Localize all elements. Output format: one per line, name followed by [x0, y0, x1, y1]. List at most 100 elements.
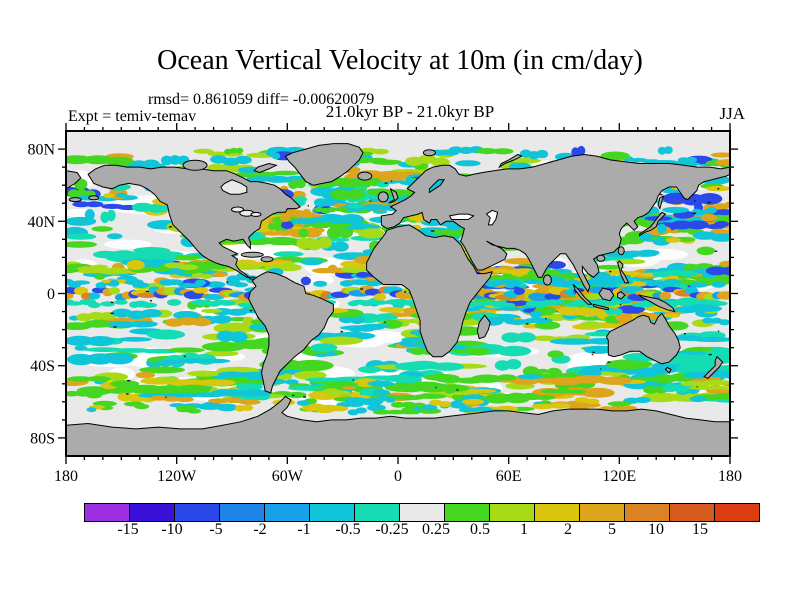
speck — [696, 386, 698, 388]
contour-blob — [466, 347, 491, 356]
contour-blob — [367, 404, 386, 412]
black-sea — [448, 213, 475, 220]
contour-blob — [536, 395, 556, 400]
speck — [456, 389, 459, 391]
colorbar-tick-label: -0.25 — [375, 521, 409, 538]
contour-blob — [118, 336, 152, 342]
x-axis-label: 0 — [394, 468, 402, 485]
speck — [591, 353, 594, 356]
contour-blob — [524, 317, 553, 324]
contour-blob — [87, 311, 105, 320]
landmass — [366, 224, 493, 358]
landmass — [284, 143, 364, 186]
contour-blob — [536, 149, 549, 159]
caspian-sea — [485, 209, 499, 226]
speck — [249, 309, 253, 312]
contour-blob — [86, 353, 115, 365]
contour-blob — [727, 153, 730, 157]
y-axis-label: 40S — [30, 358, 55, 375]
speck — [183, 355, 186, 358]
contour-blob — [366, 157, 388, 164]
colorbar-cell — [219, 503, 265, 522]
equator-blob — [478, 300, 495, 306]
colorbar-cell — [579, 503, 625, 522]
contour-blob — [617, 305, 645, 314]
contour-blob — [409, 347, 426, 355]
contour-blob — [175, 405, 197, 411]
speck — [714, 250, 718, 252]
contour-blob — [503, 393, 531, 404]
contour-blob — [105, 353, 134, 365]
contour-blob — [689, 396, 707, 403]
contour-blob — [134, 403, 150, 410]
contour-blob — [280, 213, 291, 222]
contour-blob — [229, 331, 248, 343]
contour-blob — [371, 148, 389, 155]
contour-blob — [585, 398, 600, 405]
contour-blob — [293, 370, 327, 380]
contour-blob — [334, 207, 348, 212]
landmass — [572, 284, 593, 305]
contour-blob — [430, 362, 464, 371]
colorbar-tick-label: -1 — [297, 521, 311, 538]
axis-ticks — [58, 123, 738, 464]
colorbar-cell — [444, 503, 490, 522]
contour-blob — [238, 399, 261, 405]
island — [596, 254, 606, 262]
contour-blob — [516, 374, 544, 380]
contour-blob — [638, 249, 660, 256]
contour-blob — [358, 366, 382, 373]
contour-blob — [319, 336, 363, 345]
contour-blob — [687, 346, 713, 352]
contour-blob — [271, 170, 301, 176]
speck — [435, 386, 437, 389]
x-axis-label: 180 — [54, 468, 78, 485]
contour-blob — [128, 320, 158, 328]
contour-blob — [735, 219, 761, 226]
contour-blob — [712, 386, 730, 391]
contour-blob — [745, 152, 769, 157]
contour-blob — [193, 268, 210, 273]
contour-blob — [600, 151, 630, 161]
equator-blob — [528, 292, 551, 302]
contour-blob — [385, 397, 396, 403]
contour-blob — [167, 347, 205, 353]
contour-blob — [235, 147, 244, 154]
equator-blob — [95, 282, 107, 289]
contour-blob — [607, 401, 632, 407]
contour-blob — [547, 261, 566, 269]
contour-blob — [178, 264, 199, 271]
contour-blob — [372, 409, 393, 415]
island — [240, 251, 264, 258]
contour-blob — [403, 307, 418, 315]
inland-seas — [220, 179, 499, 226]
white-patch — [305, 274, 335, 286]
contour-blob — [242, 404, 253, 412]
contour-blob — [298, 228, 309, 238]
x-axis-label: 180 — [718, 468, 742, 485]
speck — [384, 321, 386, 323]
equator-blob — [109, 279, 120, 287]
contour-blob — [85, 336, 116, 347]
speck — [607, 361, 611, 363]
contour-blob — [736, 264, 757, 273]
contour-blob — [709, 233, 730, 242]
speck — [384, 182, 388, 184]
contour-blob — [697, 193, 723, 205]
equator-blob — [564, 279, 581, 286]
contour-blob — [702, 317, 714, 324]
landmass — [380, 153, 730, 293]
contour-blob — [110, 380, 140, 388]
contour-blob — [705, 266, 728, 276]
speck — [126, 393, 129, 395]
landmass — [476, 314, 491, 340]
colorbar-tick-label: -15 — [117, 521, 139, 538]
contour-blob — [190, 392, 228, 398]
colorbar-tick-label: 10 — [648, 521, 664, 538]
x-axis-label: 60W — [272, 468, 304, 485]
contour-blob — [289, 359, 334, 372]
equator-blob — [313, 280, 328, 287]
contour-blob — [339, 325, 385, 331]
colorbar-cell — [129, 503, 175, 522]
